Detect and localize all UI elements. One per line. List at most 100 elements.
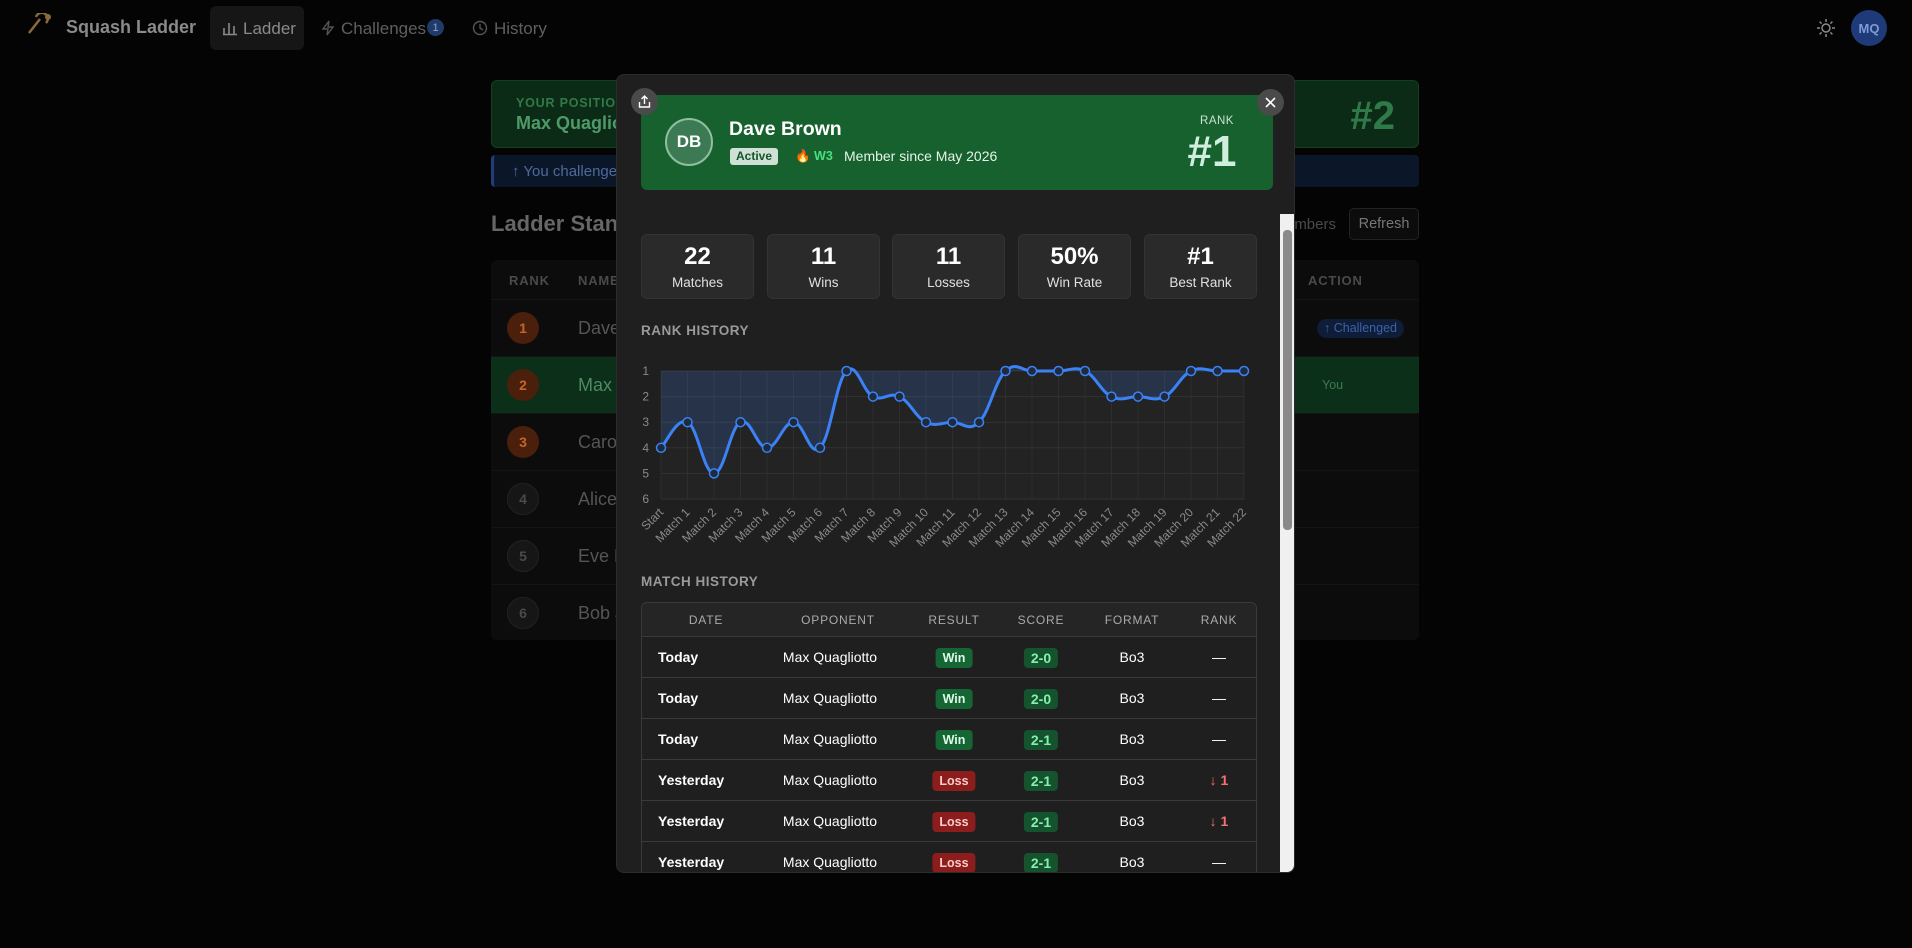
- share-button[interactable]: [631, 88, 658, 115]
- point: [655, 442, 667, 454]
- opponent: Max Quagliotto: [782, 649, 878, 665]
- section-title: MATCH HISTORY: [641, 574, 759, 589]
- match-table: DATE OPPONENT RESULT SCORE FORMAT RANK Today Ma…: [641, 602, 1257, 872]
- player-name: Carol: [578, 432, 622, 452]
- theme-toggle[interactable]: [1817, 19, 1835, 37]
- y-tick-label: 5: [642, 466, 649, 480]
- opponent: Max Quagliotto: [782, 690, 878, 706]
- opponent: Max Quagliotto: [782, 854, 878, 870]
- point: [708, 468, 720, 479]
- column-header: NAME: [578, 273, 620, 288]
- score: 2-1: [1023, 853, 1059, 872]
- rank-badge: 1: [507, 312, 539, 344]
- format: Bo3: [1119, 854, 1145, 870]
- brand: Squash Ladder: [66, 17, 197, 37]
- column-header: FORMAT: [1104, 613, 1160, 627]
- result: Win: [935, 648, 973, 668]
- y-tick-label: 4: [642, 441, 649, 455]
- point: [761, 442, 773, 454]
- tab-label[interactable]: History: [494, 19, 547, 38]
- date: Yesterday: [658, 772, 725, 788]
- rank-change: —: [1212, 649, 1226, 665]
- stat-value: 22: [684, 243, 711, 270]
- point: [1159, 391, 1170, 402]
- result: Loss: [932, 853, 976, 872]
- rank-change: —: [1212, 854, 1226, 870]
- result: Loss: [932, 771, 976, 791]
- date: Today: [658, 690, 699, 706]
- player-name: Eve D: [578, 546, 628, 566]
- format: Bo3: [1119, 731, 1145, 747]
- point: [788, 416, 799, 428]
- rank-badge: 3: [507, 426, 539, 458]
- column-header: SCORE: [1017, 613, 1065, 627]
- result: Win: [935, 689, 973, 709]
- rank-change: ↓ 1: [1209, 813, 1229, 829]
- stat-card: #1 Best Rank: [1144, 234, 1257, 299]
- stat-label: Win Rate: [1046, 275, 1103, 290]
- tab-badge: 1: [427, 19, 444, 36]
- score: 2-1: [1023, 812, 1059, 832]
- column-header: DATE: [688, 613, 724, 627]
- result: Win: [935, 730, 973, 750]
- column-header: RANK: [1200, 613, 1238, 627]
- column-header: RESULT: [928, 613, 980, 627]
- player-name: Bob J: [578, 603, 625, 623]
- position-name: Max Quagliotto: [516, 113, 646, 133]
- tab-label[interactable]: Ladder: [243, 19, 296, 38]
- close-button[interactable]: [1257, 89, 1284, 116]
- score: 2-1: [1023, 730, 1059, 750]
- point: [1053, 365, 1064, 377]
- y-tick-label: 2: [642, 390, 649, 404]
- action: ↑ Challenged: [1317, 319, 1404, 338]
- stat-value: 50%: [1050, 243, 1099, 270]
- tab-label[interactable]: Challenges: [341, 19, 427, 38]
- point: [920, 416, 932, 428]
- stat-card: 22 Matches: [641, 234, 754, 299]
- avatar[interactable]: MQ: [1851, 10, 1887, 46]
- column-header: ACTION: [1308, 273, 1363, 288]
- member-since: Member since May 2026: [844, 148, 998, 164]
- format: Bo3: [1119, 690, 1145, 706]
- row-divider: [642, 841, 1256, 842]
- rank-change: ↓ 1: [1209, 772, 1229, 788]
- tab-icon: [223, 23, 237, 36]
- table-header: [642, 603, 1256, 637]
- opponent: Max Quagliotto: [782, 772, 878, 788]
- point: [814, 442, 826, 454]
- point: [1026, 365, 1038, 377]
- rank-change: —: [1212, 690, 1226, 706]
- rank-label: RANK: [1200, 115, 1234, 127]
- position-label: YOUR POSITION: [516, 96, 626, 110]
- row-divider: [642, 677, 1256, 678]
- point: [1238, 365, 1250, 377]
- rank-value: #1: [1187, 127, 1237, 176]
- date: Today: [658, 731, 699, 747]
- player-header: DB Dave Brown Active 🔥 W3 Member since M…: [641, 95, 1273, 190]
- stat-label: Wins: [808, 275, 839, 290]
- column-header: RANK: [509, 273, 550, 288]
- point: [735, 416, 746, 428]
- refresh-button[interactable]: Refresh: [1349, 208, 1419, 240]
- stat-card: 11 Wins: [767, 234, 880, 299]
- stat-card: 11 Losses: [892, 234, 1005, 299]
- point: [682, 416, 693, 428]
- point: [973, 416, 985, 428]
- result: Loss: [932, 812, 976, 832]
- player-name: Alice: [578, 489, 618, 509]
- tab-active[interactable]: [210, 6, 304, 50]
- status-badge: Active: [730, 148, 779, 165]
- stat-card: 50% Win Rate: [1018, 234, 1131, 299]
- stat-label: Losses: [927, 275, 970, 290]
- rank-badge: 5: [507, 540, 539, 572]
- point: [867, 391, 879, 402]
- score: 2-0: [1023, 648, 1059, 668]
- section-title: RANK HISTORY: [641, 323, 750, 338]
- scrollbar-thumb[interactable]: [1283, 230, 1292, 530]
- rank-change: —: [1212, 731, 1226, 747]
- rank-badge: 2: [507, 369, 539, 401]
- stat-value: 11: [935, 243, 962, 270]
- row-divider: [642, 800, 1256, 801]
